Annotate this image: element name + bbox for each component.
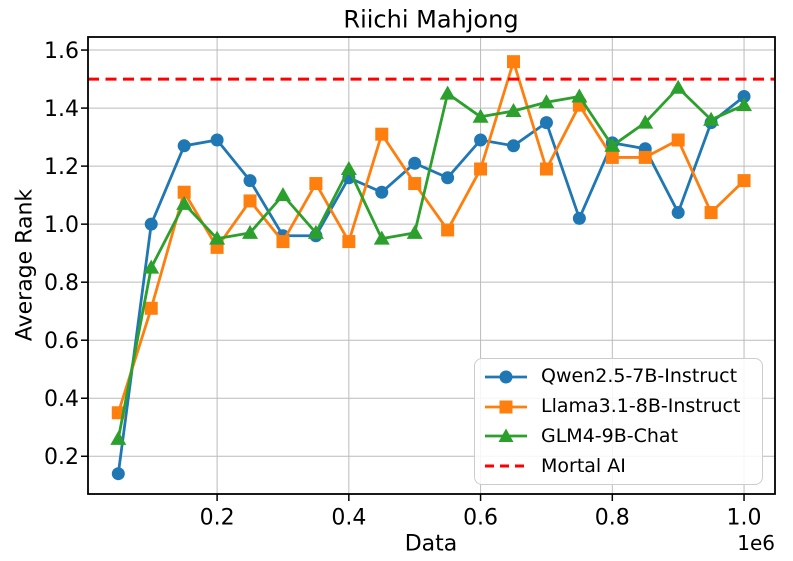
- legend-item-qwen: Qwen2.5-7B-Instruct: [484, 363, 762, 391]
- line-square-marker-icon: [485, 400, 527, 414]
- svg-text:0.4: 0.4: [331, 506, 366, 531]
- svg-text:0.2: 0.2: [200, 506, 235, 531]
- svg-text:1.0: 1.0: [44, 213, 79, 238]
- svg-text:1.2: 1.2: [44, 155, 79, 180]
- svg-text:0.6: 0.6: [463, 506, 498, 531]
- line-triangle-marker-icon: [485, 428, 527, 443]
- axis-ticks: 0.2 0.4 0.6 0.8 1.0 0.2 0.4 0.6 0.8 1.0 1.2 1.4 1.6: [44, 39, 762, 531]
- svg-text:0.8: 0.8: [595, 506, 630, 531]
- svg-text:0.6: 0.6: [44, 329, 79, 354]
- svg-text:0.4: 0.4: [44, 387, 79, 412]
- svg-text:1.4: 1.4: [44, 97, 79, 122]
- chart-title: Riichi Mahjong: [343, 5, 518, 33]
- legend-label: Llama3.1-8B-Instruct: [541, 395, 741, 418]
- svg-text:0.8: 0.8: [44, 271, 79, 296]
- x-axis-label: Data: [405, 532, 458, 557]
- legend-item-llama: Llama3.1-8B-Instruct: [484, 393, 762, 421]
- svg-text:0.2: 0.2: [44, 445, 79, 470]
- plot-frame: [87, 36, 776, 495]
- svg-text:1.6: 1.6: [44, 39, 79, 64]
- svg-text:1.0: 1.0: [727, 506, 762, 531]
- legend-item-mortal: Mortal AI: [484, 452, 762, 480]
- gridlines: [88, 37, 775, 494]
- legend-label: Qwen2.5-7B-Instruct: [541, 365, 738, 388]
- line-circle-marker-icon: [485, 370, 527, 384]
- legend: Qwen2.5-7B-Instruct Llama3.1-8B-Instruct…: [474, 358, 763, 485]
- legend-item-glm: GLM4-9B-Chat: [484, 422, 762, 450]
- data-series: [110, 55, 753, 481]
- x-axis-offset-label: 1e6: [737, 531, 775, 555]
- y-axis-label: Average Rank: [13, 189, 38, 342]
- legend-label: Mortal AI: [541, 454, 626, 477]
- legend-label: GLM4-9B-Chat: [541, 424, 679, 447]
- dashed-line-icon: [485, 464, 527, 468]
